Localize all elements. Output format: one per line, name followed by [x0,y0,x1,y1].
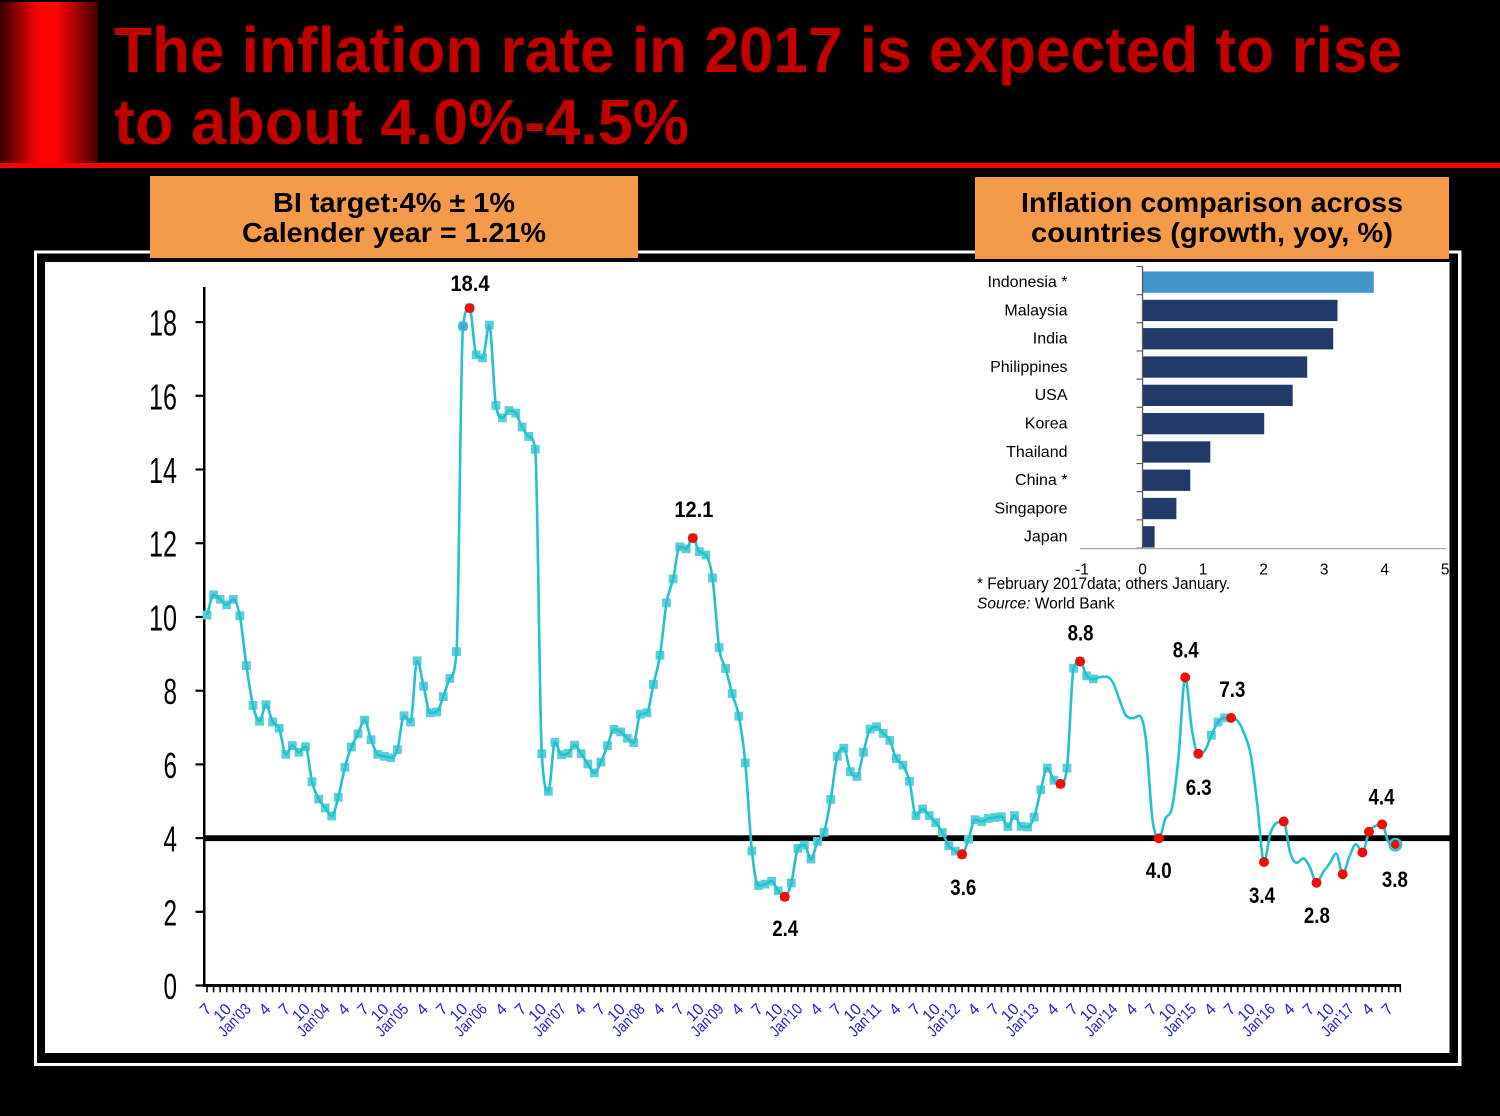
svg-text:China *: China * [1015,472,1067,489]
svg-text:to about 4.0%-4.5%: to about 4.0%-4.5% [114,86,689,158]
svg-text:Calender year = 1.21%: Calender year = 1.21% [242,217,546,248]
svg-text:Thailand: Thailand [1006,444,1067,461]
svg-text:2: 2 [1259,562,1268,579]
svg-text:0: 0 [164,966,178,1007]
svg-text:12.1: 12.1 [674,497,713,522]
svg-text:2.8: 2.8 [1304,903,1330,928]
svg-text:6.3: 6.3 [1186,775,1212,800]
svg-text:-1: -1 [1075,562,1089,579]
svg-text:10: 10 [149,598,177,639]
svg-text:5: 5 [1441,562,1450,579]
svg-text:18.4: 18.4 [451,271,491,296]
svg-text:Inflation comparison across: Inflation comparison across [1021,187,1403,218]
svg-text:3.8: 3.8 [1382,867,1408,892]
svg-text:Korea: Korea [1025,416,1068,433]
svg-text:14: 14 [149,450,177,491]
svg-text:4: 4 [164,819,178,860]
svg-text:8.8: 8.8 [1068,621,1094,646]
svg-text:* February 2017data; others Ja: * February 2017data; others January. [977,575,1230,593]
svg-text:8: 8 [164,671,178,712]
svg-text:16: 16 [149,376,177,417]
svg-text:BI target:4% ± 1%: BI target:4% ± 1% [273,187,515,218]
svg-text:Japan: Japan [1024,529,1068,546]
svg-text:USA: USA [1035,387,1068,404]
svg-text:12: 12 [149,524,177,565]
svg-text:2: 2 [164,892,178,933]
svg-text:0: 0 [1138,562,1147,579]
svg-text:India: India [1033,331,1068,348]
svg-text:The inflation rate in 2017 is: The inflation rate in 2017 is expected t… [114,14,1402,86]
svg-text:4.4: 4.4 [1369,785,1396,810]
svg-text:4.0: 4.0 [1146,858,1172,883]
svg-text:Philippines: Philippines [990,359,1067,376]
svg-text:Indonesia *: Indonesia * [987,274,1067,291]
svg-text:Malaysia: Malaysia [1004,302,1067,319]
svg-text:6: 6 [164,745,178,786]
svg-text:Source: World Bank: Source: World Bank [977,596,1115,613]
svg-text:Singapore: Singapore [995,500,1068,517]
svg-text:countries (growth, yoy, %): countries (growth, yoy, %) [1031,217,1393,248]
svg-text:4: 4 [1380,562,1389,579]
svg-text:3: 3 [1320,562,1329,579]
svg-text:3.4: 3.4 [1249,883,1276,908]
svg-text:18: 18 [149,303,177,344]
svg-text:1: 1 [1199,562,1208,579]
svg-text:2.4: 2.4 [772,916,799,941]
svg-text:8.4: 8.4 [1173,638,1200,663]
svg-text:3.6: 3.6 [950,875,976,900]
svg-text:7.3: 7.3 [1219,677,1245,702]
